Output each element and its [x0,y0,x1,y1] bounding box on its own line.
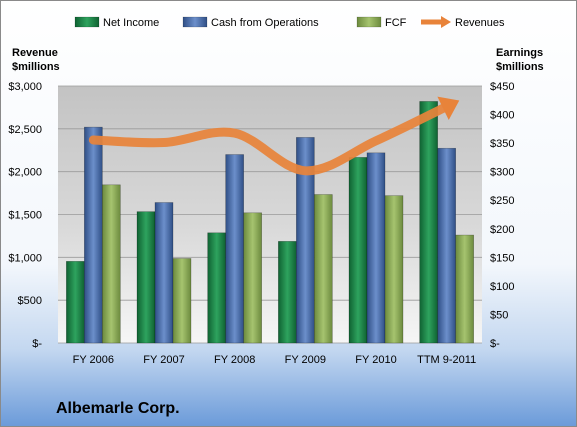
right-tick-label: $150 [490,252,514,264]
x-tick-label: FY 2010 [355,354,396,366]
legend-label: FCF [385,17,407,29]
revenue-line [88,102,452,176]
legend-label: Revenues [455,17,505,29]
right-tick-label: $400 [490,110,514,122]
revenue-arrowhead [437,96,460,121]
legend-swatch-fcf [356,16,382,28]
bar-fcf [102,184,121,344]
left-axis-title: $millions [12,61,60,73]
bar-fcf [172,258,192,344]
right-tick-label: $100 [490,281,514,293]
right-axis-title: Earnings [496,47,543,59]
right-tick-label: $450 [490,81,514,93]
bar-fcf [384,195,404,344]
legend-swatch-net-income [74,16,100,28]
bar-net-income [66,261,85,344]
bar-fcf [455,234,474,344]
legend-label: Net Income [103,17,159,29]
left-tick-label: $1,500 [8,210,42,222]
bar-cash-from-operations [84,126,103,344]
right-axis-title: $millions [496,61,544,73]
bar-net-income [136,211,156,344]
right-tick-label: $50 [490,309,508,321]
bar-fcf [314,194,333,344]
right-tick-label: $300 [490,167,514,179]
left-tick-label: $- [32,338,42,350]
right-tick-label: $200 [490,224,514,236]
legend-swatch-cash-from-operations [182,16,208,28]
left-tick-label: $2,000 [8,167,42,179]
x-tick-label: FY 2006 [73,354,114,366]
left-tick-label: $3,000 [8,81,42,93]
left-tick-label: $2,500 [8,124,42,136]
bar-cash-from-operations [437,147,456,344]
right-tick-label: $- [490,338,500,350]
left-axis-title: Revenue [12,47,58,59]
x-tick-label: FY 2008 [214,354,255,366]
x-tick-label: FY 2007 [143,354,184,366]
bar-net-income [348,157,368,344]
right-tick-label: $250 [490,195,514,207]
bar-cash-from-operations [366,152,386,344]
left-tick-label: $1,000 [8,252,42,264]
legend-revenues-arrow [441,16,451,28]
x-tick-label: FY 2009 [285,354,326,366]
x-tick-label: TTM 9-2011 [417,354,476,366]
bar-net-income [278,241,297,344]
bar-fcf [243,212,262,344]
right-tick-label: $350 [490,138,514,150]
left-tick-label: $500 [18,295,42,307]
bar-net-income [419,101,438,344]
company-name: Albemarle Corp. [56,400,180,417]
bar-cash-from-operations [154,202,174,344]
legend-label: Cash from Operations [211,17,319,29]
bar-cash-from-operations [225,154,244,344]
bar-net-income [207,232,226,344]
